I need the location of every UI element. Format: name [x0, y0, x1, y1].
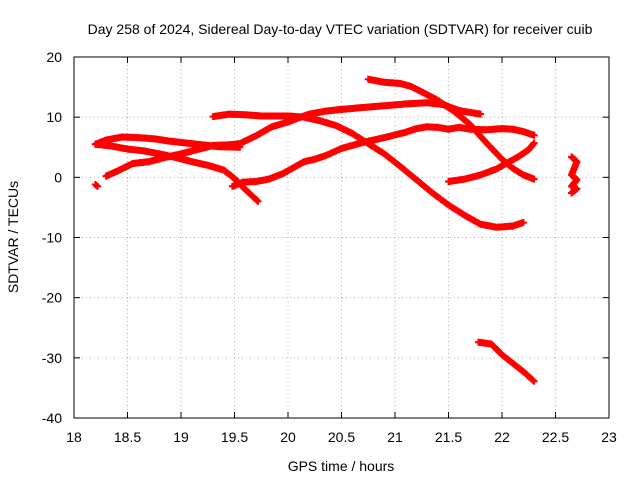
series-track-f — [228, 123, 538, 190]
series-track-h — [445, 139, 538, 186]
y-axis-label: SDTVAR / TECUs — [5, 181, 21, 293]
x-axis-label: GPS time / hours — [288, 458, 395, 474]
data-point — [530, 139, 538, 147]
data-point — [568, 189, 576, 197]
data-point — [530, 377, 538, 385]
data-point — [253, 196, 261, 204]
series-track-j — [568, 153, 581, 197]
axis-ticks — [73, 56, 610, 419]
series-track-d — [102, 99, 485, 180]
y-tick-label: -30 — [42, 350, 62, 366]
data-points — [91, 75, 581, 385]
y-tick-labels: -40 -30 -20 -10 0 10 20 — [42, 49, 62, 426]
data-point — [94, 182, 102, 190]
x-tick-label: 21 — [387, 429, 403, 445]
data-point — [477, 110, 485, 118]
x-tick-label: 19.5 — [221, 429, 248, 445]
series-track-i — [474, 338, 538, 385]
x-tick-label: 21.5 — [435, 429, 462, 445]
chart-title: Day 258 of 2024, Sidereal Day-to-day VTE… — [88, 21, 593, 37]
x-tick-label: 23 — [601, 429, 617, 445]
data-point — [530, 175, 538, 183]
y-tick-label: -20 — [42, 290, 62, 306]
y-tick-label: 10 — [46, 109, 62, 125]
x-tick-label: 19 — [173, 429, 189, 445]
x-tick-label: 20.5 — [328, 429, 355, 445]
y-tick-label: -40 — [42, 410, 62, 426]
data-point — [254, 197, 262, 205]
x-tick-label: 22 — [494, 429, 510, 445]
data-point — [529, 376, 537, 384]
x-tick-label: 18.5 — [114, 429, 141, 445]
x-tick-labels: 18 18.5 19 19.5 20 20.5 21 21.5 22 22.5 23 — [66, 429, 617, 445]
y-tick-label: 20 — [46, 49, 62, 65]
y-tick-label: -10 — [42, 230, 62, 246]
y-tick-label: 0 — [54, 169, 62, 185]
x-tick-label: 18 — [66, 429, 82, 445]
data-point — [519, 218, 527, 226]
x-tick-label: 20 — [280, 429, 296, 445]
x-tick-label: 22.5 — [542, 429, 569, 445]
data-point — [530, 131, 538, 139]
series-track-c — [91, 181, 102, 190]
